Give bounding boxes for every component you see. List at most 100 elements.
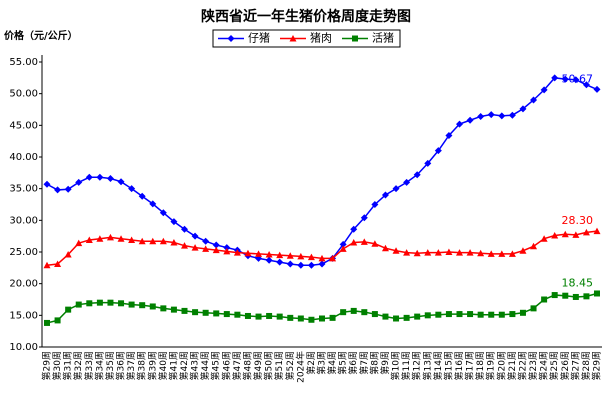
marker (75, 178, 83, 186)
marker (403, 178, 411, 186)
marker (170, 239, 178, 246)
marker (106, 233, 114, 241)
marker (297, 261, 305, 269)
marker (350, 225, 358, 233)
marker (43, 261, 51, 269)
marker (350, 239, 358, 246)
marker (403, 314, 410, 321)
legend-marker (352, 35, 358, 42)
marker (233, 249, 241, 256)
marker (139, 302, 146, 309)
marker (96, 299, 103, 306)
marker (170, 306, 177, 313)
legend-label: 活猪 (372, 32, 394, 45)
marker (593, 227, 601, 235)
x-tick-label: 第48周 (241, 351, 253, 380)
marker (381, 244, 389, 252)
x-tick-label: 第33周 (83, 351, 95, 380)
marker (318, 260, 326, 268)
marker (329, 254, 337, 262)
marker (86, 300, 93, 307)
x-tick-label: 第45周 (210, 351, 222, 380)
x-tick-label: 第16周 (453, 351, 465, 380)
x-tick-label: 第9周 (379, 351, 391, 375)
marker (65, 306, 72, 313)
marker (498, 250, 506, 257)
x-tick-label: 第21周 (506, 351, 518, 380)
x-tick-label: 第10周 (390, 351, 402, 380)
marker (519, 309, 526, 316)
marker (424, 159, 432, 167)
x-tick-label: 第15周 (442, 351, 454, 380)
marker (424, 312, 431, 319)
marker (265, 251, 273, 258)
marker (149, 303, 156, 310)
marker (360, 214, 368, 222)
marker (530, 242, 538, 250)
marker (244, 312, 251, 319)
x-tick-label: 第23周 (527, 351, 539, 380)
marker (381, 191, 389, 199)
marker (297, 252, 305, 260)
x-tick-label: 第34周 (93, 351, 105, 380)
marker (138, 192, 146, 200)
x-tick-label: 第24周 (538, 351, 550, 380)
marker (106, 175, 114, 183)
marker (192, 309, 199, 316)
marker (117, 178, 125, 186)
y-tick-label: 15.00 (9, 310, 38, 321)
marker (340, 309, 347, 316)
marker (308, 316, 315, 323)
marker (339, 245, 347, 252)
marker (487, 250, 495, 257)
chart-title: 陕西省近一年生猪价格周度走势图 (201, 8, 411, 25)
x-tick-label: 第42周 (178, 351, 190, 380)
marker (44, 319, 50, 326)
legend-box (212, 29, 401, 48)
marker (371, 201, 379, 208)
marker (54, 186, 62, 194)
marker (445, 131, 453, 139)
marker (75, 301, 82, 308)
marker (329, 314, 336, 321)
marker (149, 200, 157, 208)
marker (212, 246, 220, 254)
marker (403, 249, 411, 256)
marker (466, 116, 474, 124)
marker (541, 296, 548, 303)
y-tick-label: 40.00 (9, 152, 38, 163)
marker (307, 261, 315, 269)
legend-marker (289, 35, 297, 42)
marker (498, 112, 506, 120)
marker (593, 85, 601, 93)
x-tick-label: 第38周 (136, 351, 148, 380)
marker (276, 251, 284, 259)
marker (561, 230, 569, 238)
marker (467, 311, 474, 318)
x-tick-label: 第36周 (115, 351, 127, 380)
marker (594, 290, 600, 297)
x-tick-label: 第37周 (125, 351, 137, 380)
marker (159, 209, 167, 217)
marker (159, 237, 167, 245)
marker (213, 310, 220, 317)
marker (540, 235, 548, 242)
marker (583, 293, 590, 300)
marker (202, 309, 209, 316)
marker (393, 315, 400, 322)
marker (202, 237, 210, 245)
marker (128, 301, 135, 308)
series-line (46, 77, 598, 267)
marker (572, 293, 579, 300)
marker (212, 241, 220, 249)
marker (107, 299, 114, 306)
marker (551, 74, 559, 82)
legend-label: 猪肉 (310, 32, 332, 45)
x-tick-label: 第43周 (189, 351, 201, 380)
x-tick-label: 第41周 (167, 351, 179, 380)
marker (435, 311, 442, 318)
marker (54, 260, 62, 268)
x-tick-label: 第32周 (72, 351, 84, 380)
x-tick-label: 第25周 (548, 351, 560, 380)
